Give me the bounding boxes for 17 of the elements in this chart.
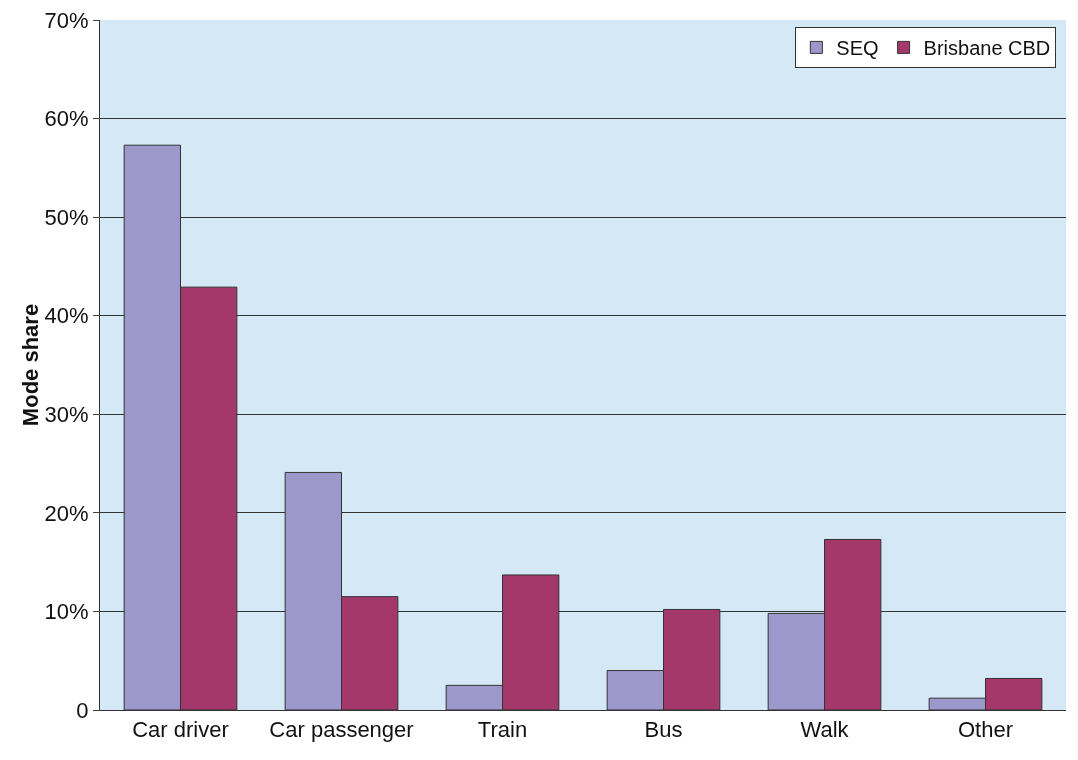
y-tick-label: 30% [44,401,89,427]
y-tick-label: 50% [44,204,89,230]
legend-label: SEQ [836,37,879,60]
y-tick-label: 40% [44,303,89,329]
y-tick-label: 0 [76,697,89,723]
x-tick-label: Train [477,717,528,743]
y-tick-label: 60% [44,106,89,132]
x-tick-label: Car driver [132,717,229,743]
y-axis-title: Mode share [17,303,43,427]
x-tick-label: Bus [644,717,683,743]
y-tick-label: 20% [44,500,89,526]
x-tick-label: Other [957,717,1014,743]
x-tick-label: Walk [800,717,850,743]
y-tick-label: 70% [44,7,89,33]
legend-label: Brisbane CBD [923,37,1051,60]
y-tick-label: 10% [44,599,89,625]
x-tick-label: Car passenger [269,717,414,743]
